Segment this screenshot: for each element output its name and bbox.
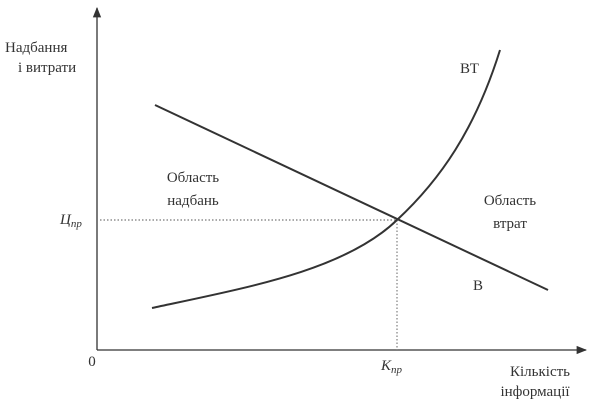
curve-b <box>154 104 549 291</box>
curve-bt <box>151 49 501 309</box>
label-sub: пр <box>71 218 83 230</box>
equilibrium-quantity-label: Кпр <box>380 358 402 376</box>
region-label: втрат <box>493 216 527 232</box>
region-label: надбань <box>167 193 219 209</box>
curve-label: ВТ <box>460 61 479 77</box>
region-label: Область <box>484 193 536 209</box>
region-label: Область <box>167 170 219 186</box>
x-label: Кількість <box>510 364 570 380</box>
y-label: Надбання <box>5 40 67 56</box>
equilibrium-price-label: Цпр <box>59 212 82 230</box>
origin-label: 0 <box>88 354 96 370</box>
label-main: К <box>380 358 392 374</box>
curve-label: В <box>473 278 483 294</box>
label-main: Ц <box>59 212 72 228</box>
x-label: інформації <box>500 384 570 400</box>
y-label: і витрати <box>18 60 76 76</box>
label-sub: пр <box>391 364 403 376</box>
